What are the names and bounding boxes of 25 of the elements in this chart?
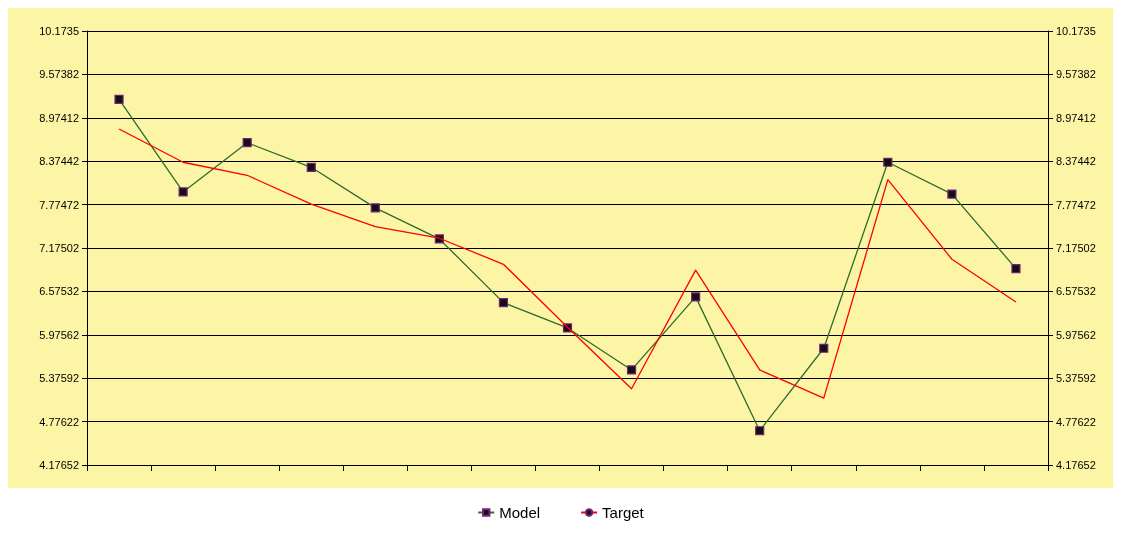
y-tick-label: 10.1735 [39, 25, 79, 37]
y-tick-label: 8.97412 [39, 111, 79, 124]
y2-tick-label: 8.37442 [1056, 155, 1096, 168]
y-tick-label: 5.37592 [39, 372, 79, 385]
legend-label: Model [499, 504, 541, 521]
y-tick-label: 9.57382 [39, 68, 79, 81]
line-series [118, 128, 1017, 399]
y-tick-label: 6.57532 [39, 285, 79, 298]
y2-tick-label: 10.1735 [1056, 25, 1096, 37]
y2-tick-label: 6.57532 [1056, 285, 1096, 298]
y2-tick-label: 7.17502 [1056, 242, 1096, 254]
y-tick-label: 7.77472 [39, 198, 79, 211]
y2-tick-label: 4.77622 [1056, 415, 1096, 428]
y-tick-label: 7.17502 [39, 242, 79, 254]
y-tick-label: 4.17652 [39, 459, 79, 471]
y-tick-label: 4.77622 [39, 415, 79, 428]
y2-tick-label: 9.57382 [1056, 68, 1096, 81]
y2-tick-label: 4.17652 [1056, 459, 1096, 471]
y-tick-label: 8.37442 [39, 155, 79, 168]
y2-tick-label: 8.97412 [1056, 111, 1096, 124]
y-tick-label: 5.97562 [39, 328, 79, 341]
y2-tick-label: 5.97562 [1056, 328, 1096, 341]
y2-tick-label: 7.77472 [1056, 198, 1096, 211]
y2-tick-label: 5.37592 [1056, 372, 1096, 385]
legend-label: Target [602, 504, 645, 521]
